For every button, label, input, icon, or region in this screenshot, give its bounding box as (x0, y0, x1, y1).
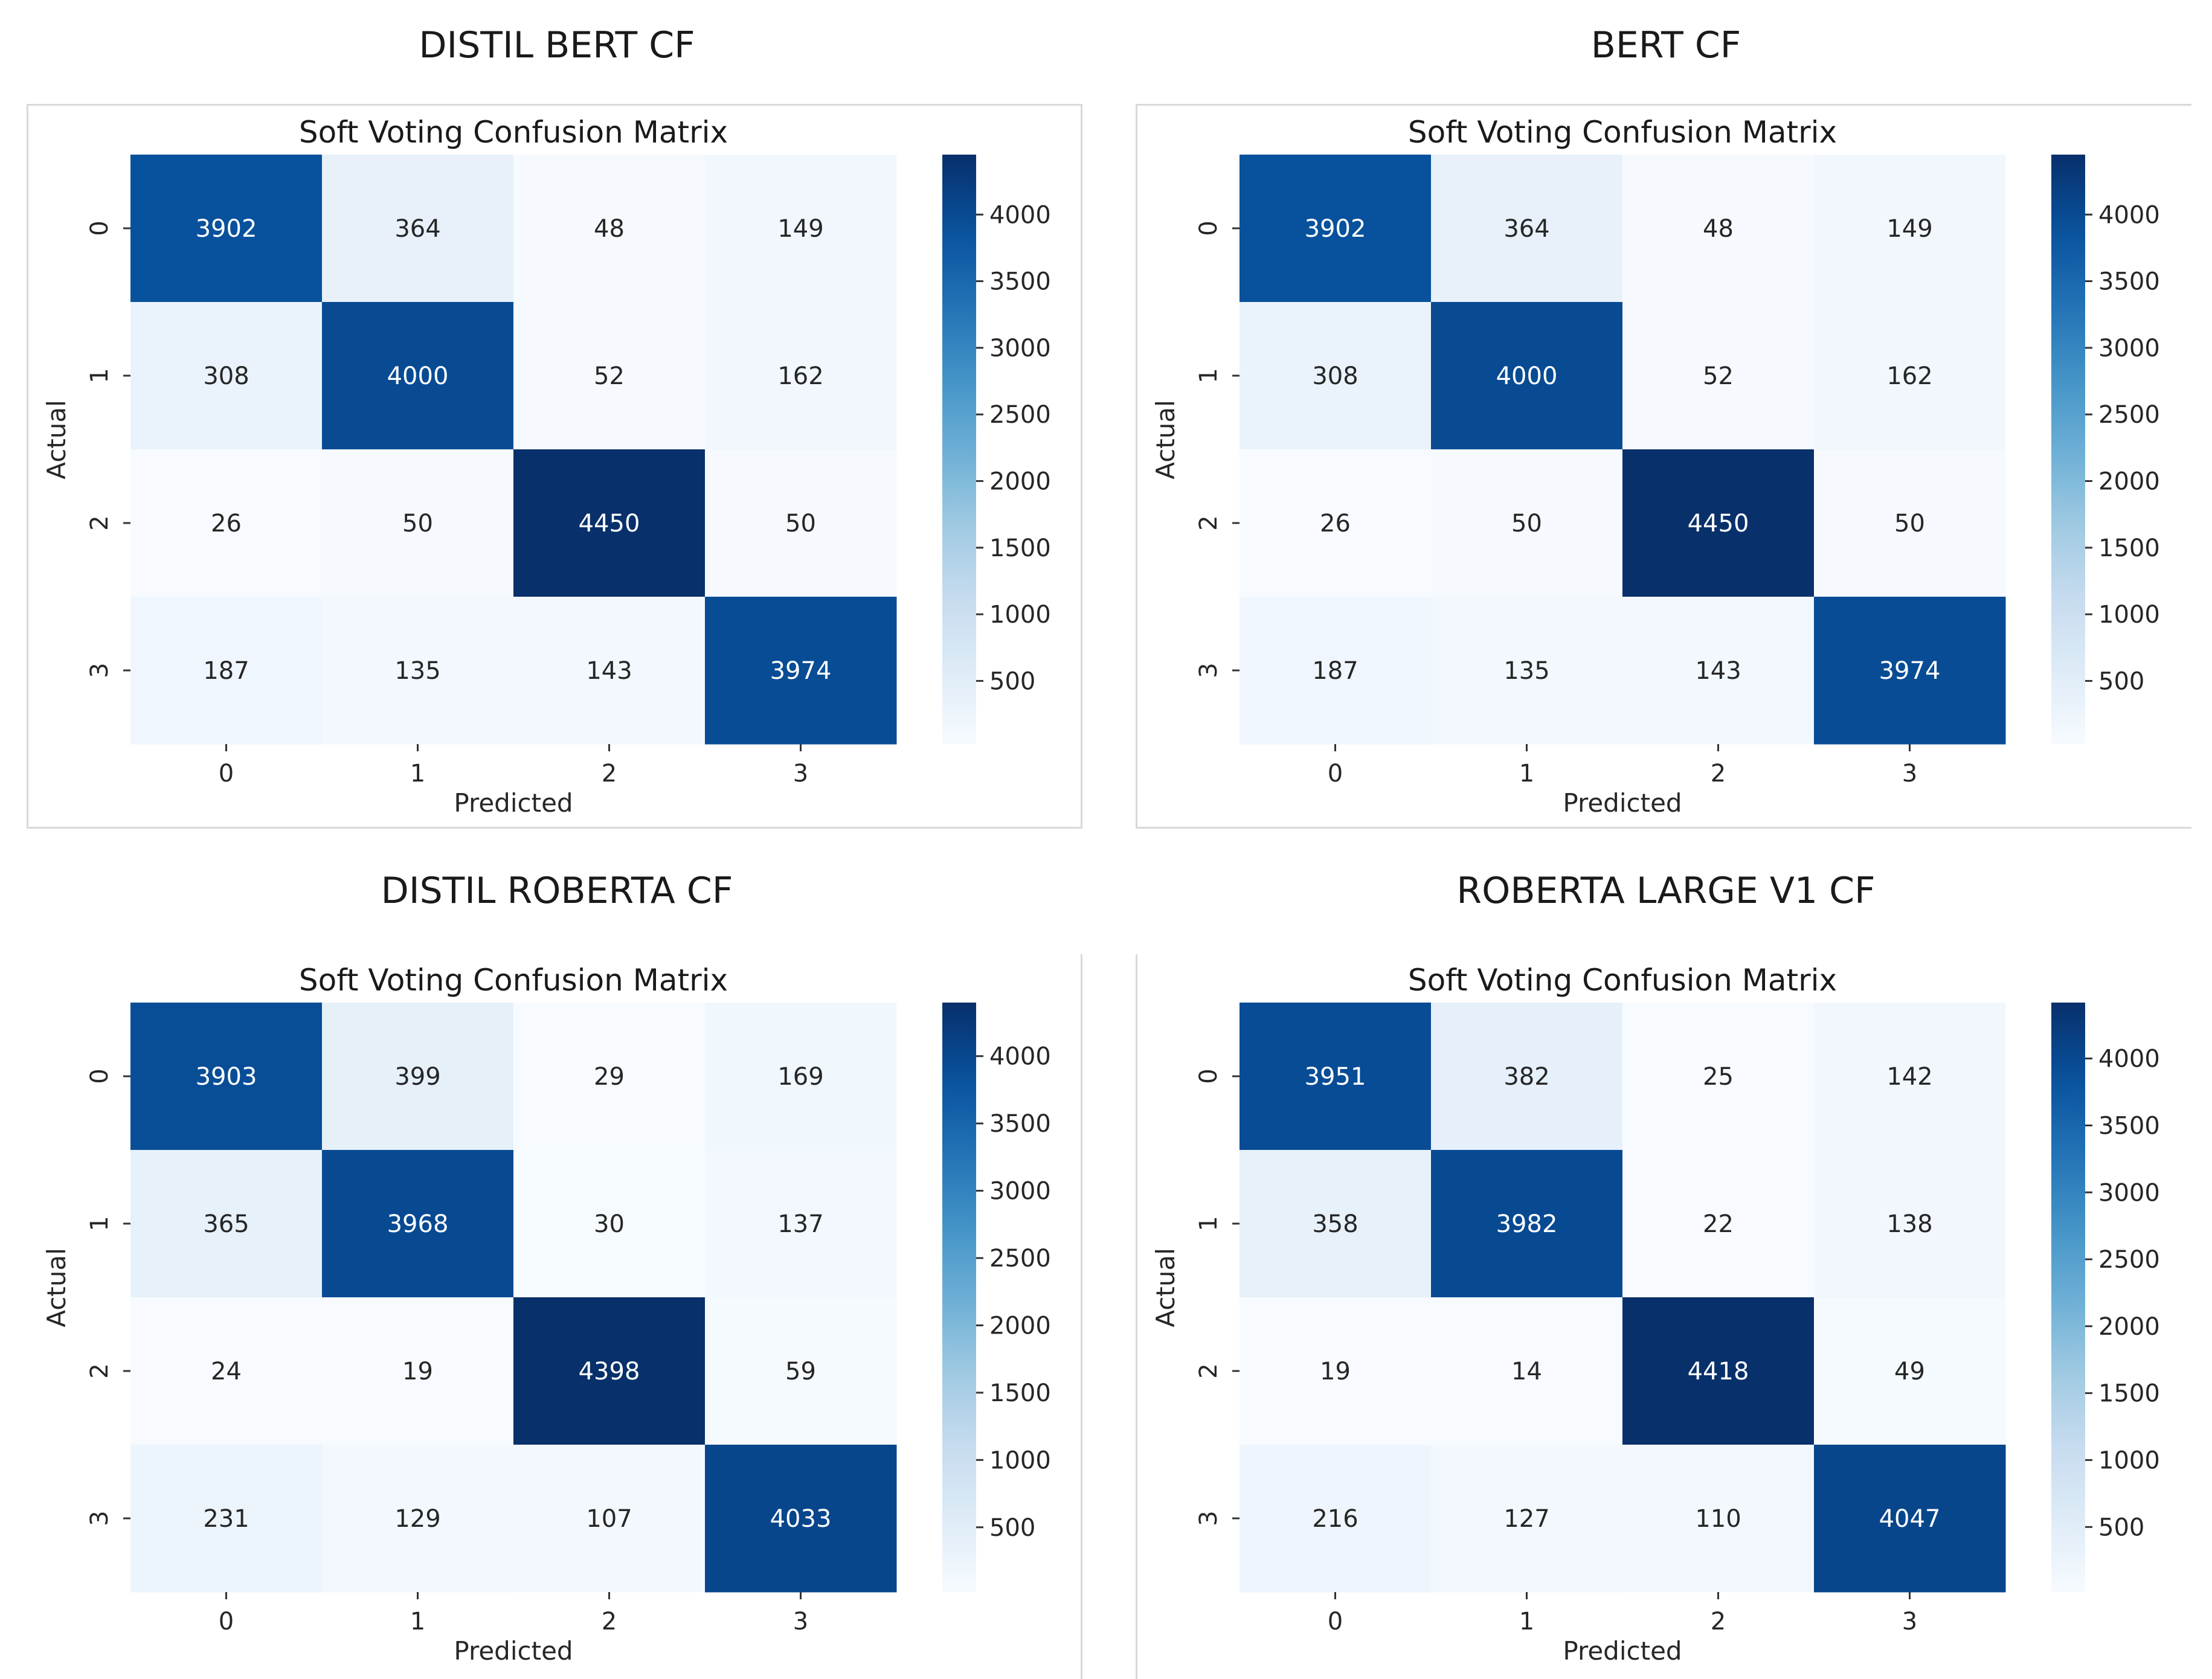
panel-title-distil-bert: DISTIL BERT CF (419, 24, 695, 66)
panel-frame-distil-bert (27, 104, 1082, 829)
panel-frame-bert (1136, 104, 2191, 829)
panel-title-distil-roberta: DISTIL ROBERTA CF (381, 870, 733, 912)
panel-title-roberta-large: ROBERTA LARGE V1 CF (1456, 870, 1876, 912)
panel-frame-distil-roberta (27, 954, 1082, 1679)
panel-frame-roberta-large (1136, 954, 2191, 1679)
panel-title-bert: BERT CF (1590, 24, 1741, 66)
